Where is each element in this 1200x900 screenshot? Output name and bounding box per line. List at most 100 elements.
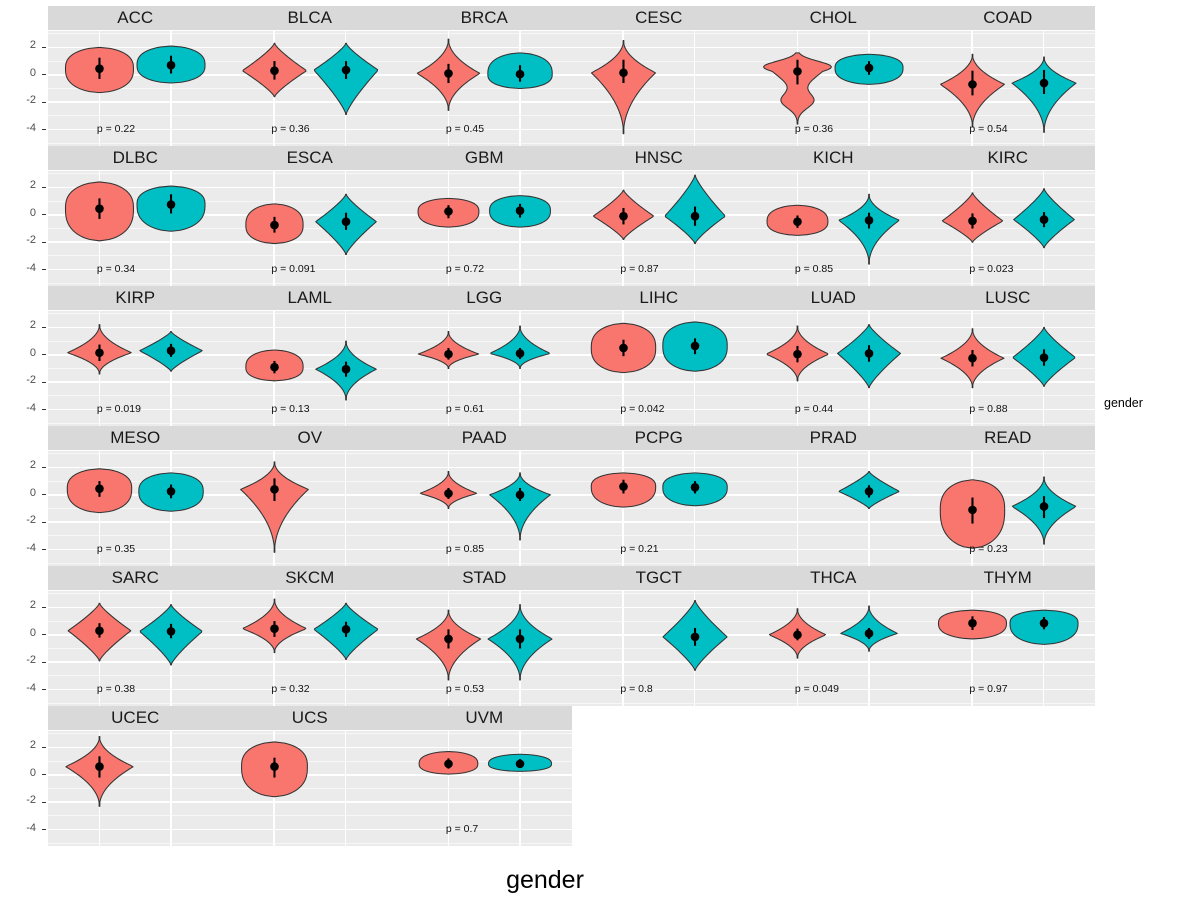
violin-layer (242, 598, 378, 660)
gridline-major (222, 746, 397, 749)
gridline-minor (920, 228, 1095, 229)
gridline-minor (397, 200, 572, 202)
gridline-minor (48, 33, 223, 35)
gridline-major (222, 774, 397, 776)
p-value-label: p = 0.61 (445, 402, 485, 415)
p-value-label: p = 0.22 (96, 122, 136, 135)
plot-area: p = 0.88 (920, 311, 1095, 426)
plot-area: p = 0.23 (920, 451, 1095, 566)
gridline-minor (746, 648, 921, 649)
gridline-minor (48, 115, 223, 117)
gridline-major (48, 801, 223, 803)
gridline-major (920, 268, 1095, 271)
gridline-major (746, 548, 921, 551)
gridline-minor (397, 282, 572, 284)
gridline-minor (397, 255, 572, 257)
gridline-major (48, 268, 223, 271)
gridline-minor (48, 815, 223, 817)
gridline-minor (222, 815, 397, 817)
gridline-minor (746, 60, 921, 62)
p-value-label: p = 0.049 (794, 682, 839, 695)
facet-strip-label: READ (920, 426, 1095, 450)
y-tick-mark (42, 74, 46, 76)
violin-layer (590, 40, 656, 135)
gridline-major (48, 661, 223, 663)
violin-layer (937, 609, 1079, 645)
gridline-minor (571, 228, 746, 229)
gridline-minor (746, 115, 921, 117)
gridline-minor (222, 702, 397, 704)
violin-layer (417, 325, 550, 370)
median-point-male (864, 629, 874, 638)
plot-area: p = 0.13 (222, 311, 397, 426)
gridline-minor (397, 88, 572, 89)
median-point-male (166, 200, 176, 209)
gridline-minor (48, 255, 223, 257)
gridline-minor (397, 508, 572, 509)
gridline-minor (222, 173, 397, 175)
gridline-major (397, 801, 572, 803)
median-point-female (967, 216, 977, 226)
gridline-major (397, 214, 572, 216)
median-point-male (166, 487, 176, 496)
violin-layer (766, 324, 902, 389)
gridline-minor (920, 535, 1095, 537)
facet-strip-label: KIRC (920, 146, 1095, 170)
median-point-male (166, 60, 176, 70)
gridline-major (222, 46, 397, 49)
legend: gender (1104, 396, 1196, 416)
gridline-minor (571, 368, 746, 369)
gridline-minor (920, 200, 1095, 202)
gridline-major (48, 326, 223, 329)
gridline-major (222, 186, 397, 189)
y-tick-mark (42, 409, 46, 411)
gridline-minor (746, 480, 921, 482)
plot-area: p = 0.54 (920, 31, 1095, 146)
gridline-major (920, 548, 1095, 551)
median-point-female (618, 211, 628, 221)
gridline-minor (571, 453, 746, 455)
facet-strip-label: LUSC (920, 286, 1095, 310)
violin-layer (766, 193, 900, 265)
gridline-major (222, 268, 397, 271)
gridline-minor (48, 368, 223, 369)
gridline-major (571, 494, 746, 496)
median-point-female (793, 349, 802, 359)
facet-strip-label: KIRP (48, 286, 223, 310)
gridline-major (920, 494, 1095, 496)
gridline-minor (222, 675, 397, 677)
y-tick-label: -4 (26, 541, 36, 554)
y-tick-label: 0 (29, 766, 36, 779)
y-tick-mark (42, 381, 46, 383)
gridline-minor (746, 142, 921, 144)
median-point-female (269, 362, 279, 372)
median-point-female (95, 762, 104, 771)
gridline-major (48, 241, 223, 243)
y-tick-mark (42, 829, 46, 831)
gridline-minor (746, 200, 921, 202)
facet-panel-skcm: SKCM p = 0.32 (222, 566, 397, 706)
gridline-minor (571, 422, 746, 424)
plot-area (571, 31, 746, 146)
gridline-minor (222, 535, 397, 537)
y-tick-label: -2 (26, 794, 36, 807)
gridline-minor (397, 760, 572, 762)
plot-area (222, 731, 397, 846)
gridline-minor (48, 480, 223, 482)
gridline-major (746, 381, 921, 383)
gridline-major (920, 241, 1095, 243)
y-tick-label: -4 (26, 121, 36, 134)
violin-female (239, 461, 309, 553)
gridline-minor (222, 648, 397, 649)
gridline-vertical (622, 591, 624, 706)
gridline-major (222, 101, 397, 103)
gridline-minor (222, 340, 397, 342)
y-tick-label: 2 (29, 599, 36, 612)
gridline-major (571, 661, 746, 663)
gridline-minor (48, 200, 223, 202)
y-tick-mark (42, 186, 46, 189)
y-tick-label: -2 (26, 234, 36, 247)
facet-strip-label: ESCA (222, 146, 397, 170)
median-point-male (515, 206, 525, 216)
facet-panel-lgg: LGG p = 0.61 (397, 286, 572, 426)
